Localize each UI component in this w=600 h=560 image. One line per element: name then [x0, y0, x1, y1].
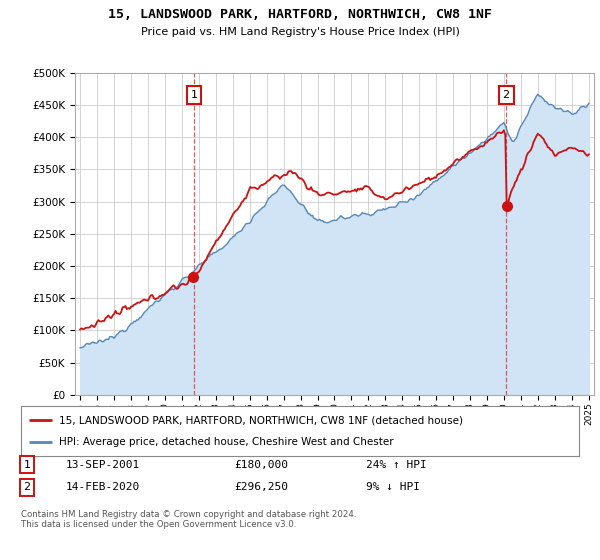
Text: 9% ↓ HPI: 9% ↓ HPI	[366, 482, 420, 492]
Text: £180,000: £180,000	[234, 460, 288, 470]
Text: 15, LANDSWOOD PARK, HARTFORD, NORTHWICH, CW8 1NF (detached house): 15, LANDSWOOD PARK, HARTFORD, NORTHWICH,…	[59, 415, 463, 425]
Text: £296,250: £296,250	[234, 482, 288, 492]
Text: Contains HM Land Registry data © Crown copyright and database right 2024.
This d: Contains HM Land Registry data © Crown c…	[21, 510, 356, 529]
Text: Price paid vs. HM Land Registry's House Price Index (HPI): Price paid vs. HM Land Registry's House …	[140, 27, 460, 37]
Text: 2: 2	[503, 90, 510, 100]
Text: 2: 2	[23, 482, 31, 492]
Text: 1: 1	[190, 90, 197, 100]
Text: 1: 1	[23, 460, 31, 470]
Text: 15, LANDSWOOD PARK, HARTFORD, NORTHWICH, CW8 1NF: 15, LANDSWOOD PARK, HARTFORD, NORTHWICH,…	[108, 8, 492, 21]
Text: 14-FEB-2020: 14-FEB-2020	[66, 482, 140, 492]
Text: HPI: Average price, detached house, Cheshire West and Chester: HPI: Average price, detached house, Ches…	[59, 437, 394, 447]
Text: 24% ↑ HPI: 24% ↑ HPI	[366, 460, 427, 470]
Text: 13-SEP-2001: 13-SEP-2001	[66, 460, 140, 470]
